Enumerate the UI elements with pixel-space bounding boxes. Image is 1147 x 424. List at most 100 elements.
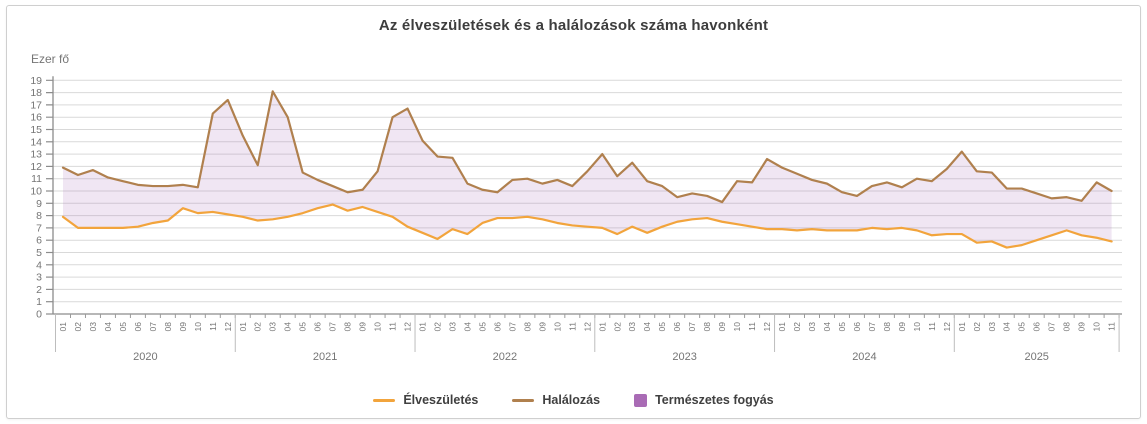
svg-text:2023: 2023 xyxy=(672,351,696,363)
svg-text:05: 05 xyxy=(118,322,128,332)
svg-text:12: 12 xyxy=(942,322,952,332)
svg-text:16: 16 xyxy=(30,112,42,124)
svg-text:09: 09 xyxy=(537,322,547,332)
svg-text:06: 06 xyxy=(672,322,682,332)
svg-text:03: 03 xyxy=(987,322,997,332)
svg-text:05: 05 xyxy=(1017,322,1027,332)
svg-text:11: 11 xyxy=(31,173,42,185)
svg-text:01: 01 xyxy=(957,322,967,332)
svg-text:2024: 2024 xyxy=(852,351,876,363)
svg-text:3: 3 xyxy=(36,272,42,284)
legend-item-natural-decrease[interactable]: Természetes fogyás xyxy=(634,393,774,407)
svg-text:8: 8 xyxy=(36,210,42,222)
svg-text:11: 11 xyxy=(927,322,937,331)
svg-text:11: 11 xyxy=(208,322,218,331)
svg-text:10: 10 xyxy=(193,322,203,332)
svg-text:04: 04 xyxy=(462,322,472,332)
natural-decrease-area xyxy=(63,91,1112,248)
svg-text:03: 03 xyxy=(88,322,98,332)
deaths-line-icon xyxy=(512,398,535,402)
svg-text:03: 03 xyxy=(627,322,637,332)
svg-text:08: 08 xyxy=(882,322,892,332)
legend-item-births[interactable]: Élveszületés xyxy=(373,393,478,407)
svg-text:07: 07 xyxy=(867,322,877,332)
svg-text:05: 05 xyxy=(657,322,667,332)
svg-text:4: 4 xyxy=(36,259,42,271)
svg-text:04: 04 xyxy=(283,322,293,332)
svg-text:07: 07 xyxy=(328,322,338,332)
svg-text:12: 12 xyxy=(403,322,413,332)
svg-text:08: 08 xyxy=(522,322,532,332)
svg-text:06: 06 xyxy=(313,322,323,332)
legend-label-deaths: Halálozás xyxy=(542,393,601,407)
svg-text:06: 06 xyxy=(852,322,862,332)
svg-text:08: 08 xyxy=(702,322,712,332)
svg-text:05: 05 xyxy=(837,322,847,332)
svg-text:19: 19 xyxy=(30,75,42,87)
legend-item-deaths[interactable]: Halálozás xyxy=(512,393,600,407)
svg-text:2: 2 xyxy=(36,284,42,296)
axes xyxy=(52,76,1122,315)
svg-text:02: 02 xyxy=(972,322,982,332)
svg-text:10: 10 xyxy=(912,322,922,332)
svg-text:07: 07 xyxy=(687,322,697,332)
svg-text:5: 5 xyxy=(36,247,42,259)
legend-label-natural-decrease: Természetes fogyás xyxy=(655,393,774,407)
natural-decrease-swatch-icon xyxy=(634,393,648,407)
svg-text:06: 06 xyxy=(133,322,143,332)
svg-text:01: 01 xyxy=(238,322,248,332)
births-line-icon xyxy=(373,398,396,402)
svg-text:01: 01 xyxy=(418,322,428,332)
svg-text:05: 05 xyxy=(298,322,308,332)
svg-text:06: 06 xyxy=(492,322,502,332)
svg-text:01: 01 xyxy=(597,322,607,332)
svg-text:2025: 2025 xyxy=(1024,351,1048,363)
chart-title: Az élveszületések és a halálozások száma… xyxy=(378,17,769,34)
svg-text:10: 10 xyxy=(30,186,42,198)
svg-text:08: 08 xyxy=(1062,322,1072,332)
svg-text:01: 01 xyxy=(777,322,787,332)
svg-text:09: 09 xyxy=(1077,322,1087,332)
svg-text:06: 06 xyxy=(1032,322,1042,332)
svg-text:04: 04 xyxy=(103,322,113,332)
svg-text:04: 04 xyxy=(822,322,832,332)
svg-text:04: 04 xyxy=(642,322,652,332)
svg-text:08: 08 xyxy=(343,322,353,332)
x-axis-year-labels: 2020 2021 2022 2023 2024 2025 xyxy=(55,314,1120,363)
y-axis-unit-label: Ezer fő xyxy=(31,52,70,66)
svg-text:11: 11 xyxy=(388,322,398,331)
svg-text:05: 05 xyxy=(477,322,487,332)
svg-text:03: 03 xyxy=(447,322,457,332)
svg-text:18: 18 xyxy=(30,87,42,99)
svg-text:02: 02 xyxy=(433,322,443,332)
svg-text:11: 11 xyxy=(1107,322,1117,331)
svg-text:0: 0 xyxy=(36,309,42,321)
svg-text:02: 02 xyxy=(253,322,263,332)
svg-text:15: 15 xyxy=(30,124,42,136)
svg-text:11: 11 xyxy=(747,322,757,331)
svg-text:03: 03 xyxy=(268,322,278,332)
chart-card: Az élveszületések és a halálozások száma… xyxy=(6,5,1141,419)
svg-text:6: 6 xyxy=(36,235,42,247)
svg-text:02: 02 xyxy=(612,322,622,332)
svg-text:7: 7 xyxy=(36,222,42,234)
svg-text:2022: 2022 xyxy=(493,351,517,363)
svg-text:03: 03 xyxy=(807,322,817,332)
svg-text:10: 10 xyxy=(373,322,383,332)
svg-text:12: 12 xyxy=(762,322,772,332)
svg-text:02: 02 xyxy=(792,322,802,332)
legend: Élveszületés Halálozás Természetes fogyá… xyxy=(7,393,1140,407)
svg-text:10: 10 xyxy=(1092,322,1102,332)
svg-text:09: 09 xyxy=(717,322,727,332)
svg-text:10: 10 xyxy=(732,322,742,332)
svg-text:12: 12 xyxy=(223,322,233,332)
svg-text:09: 09 xyxy=(178,322,188,332)
svg-text:01: 01 xyxy=(58,322,68,332)
svg-text:07: 07 xyxy=(1047,322,1057,332)
svg-text:17: 17 xyxy=(30,99,42,111)
births-series-line xyxy=(61,203,1113,249)
svg-text:10: 10 xyxy=(552,322,562,332)
svg-text:14: 14 xyxy=(30,136,42,148)
svg-text:12: 12 xyxy=(30,161,42,173)
